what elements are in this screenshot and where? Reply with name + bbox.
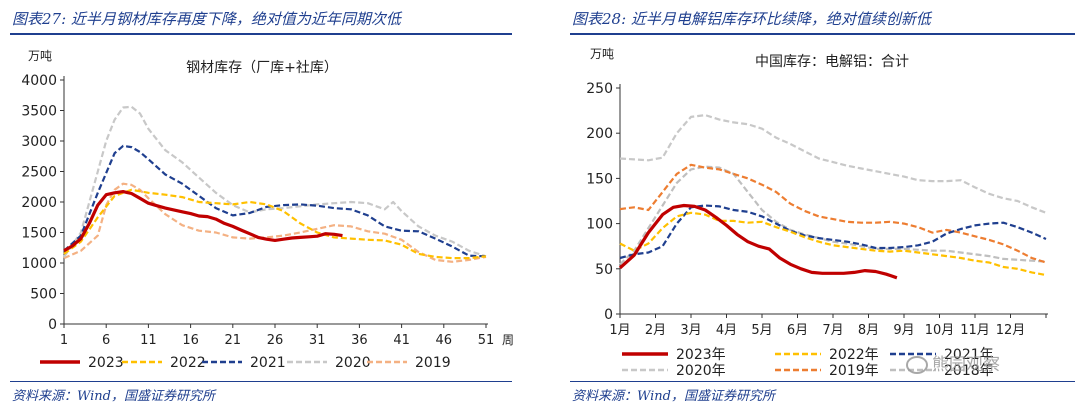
y-tick-label: 200 — [586, 126, 613, 142]
series-line-2022 — [63, 188, 487, 260]
series-line-2021 — [63, 144, 487, 258]
left-title-rule — [10, 33, 512, 35]
legend-label: 2019 — [415, 355, 451, 371]
y-tick-label: 3000 — [21, 134, 57, 150]
wechat-icon — [906, 356, 928, 374]
y-tick-label: 0 — [48, 317, 57, 333]
chart-title: 中国库存：电解铝：合计 — [755, 54, 909, 70]
x-tick-label: 16 — [182, 333, 199, 348]
legend-label: 2019年 — [829, 363, 879, 379]
right-source-rule — [570, 381, 1075, 382]
left-source: 资料来源：Wind，国盛证券研究所 — [12, 389, 215, 404]
x-tick-label: 51 — [478, 333, 495, 348]
legend-label: 2022 — [170, 355, 206, 371]
left-figure: 图表27: 近半月钢材库存再度下降，绝对值为近年同期次低 钢材库存（厂库+社库）… — [0, 0, 520, 411]
y-tick-label: 0 — [604, 307, 613, 323]
legend-label: 2023 — [88, 355, 124, 371]
x-tick-label: 6 — [102, 333, 110, 348]
x-tick-label: 3月 — [680, 323, 701, 338]
y-axis-unit: 万吨 — [590, 47, 614, 61]
x-tick-label: 2月 — [645, 323, 666, 338]
x-tick-label: 1月 — [609, 323, 630, 338]
x-tick-label: 46 — [436, 333, 453, 348]
y-tick-label: 2500 — [21, 165, 57, 181]
legend-label: 2023年 — [676, 347, 726, 363]
x-tick-label: 11月 — [960, 323, 990, 338]
y-axis-unit: 万吨 — [28, 49, 52, 63]
x-tick-label: 6月 — [787, 323, 808, 338]
y-tick-label: 1000 — [21, 256, 57, 272]
series-line-2023年 — [618, 203, 898, 280]
legend-label: 2020 — [335, 355, 371, 371]
y-tick-label: 250 — [586, 81, 613, 97]
legend-label: 2022年 — [829, 347, 879, 363]
series-line-2021年 — [619, 204, 1047, 260]
right-figure: 图表28: 近半月电解铝库存环比续降，绝对值续创新低 中国库存：电解铝：合计 万吨… — [560, 0, 1080, 411]
x-tick-label: 5月 — [751, 323, 772, 338]
watermark-text: 熊园观察 — [932, 355, 1000, 375]
series-line-2020年 — [619, 114, 1047, 214]
x-tick-label: 11 — [140, 333, 157, 348]
x-tick-label: 7月 — [822, 323, 843, 338]
x-tick-label: 8月 — [858, 323, 879, 338]
legend-label: 2020年 — [676, 363, 726, 379]
series-line-2019年 — [619, 163, 1047, 264]
aluminum-inventory-chart: 中国库存：电解铝：合计 万吨 0 50 100 150 200 250 1月 2月 3月 4月 5月 6月… — [586, 47, 1048, 379]
x-tick-label: 31 — [309, 333, 326, 348]
watermark: 熊园观察 — [906, 350, 1000, 375]
series-line-2019 — [63, 182, 487, 263]
legend-label: 2021 — [250, 355, 286, 371]
x-tick-label: 1 — [60, 333, 68, 348]
x-tick-label: 41 — [393, 333, 410, 348]
y-tick-label: 500 — [30, 287, 57, 303]
right-title-rule — [570, 33, 1075, 35]
x-tick-label: 12月 — [996, 323, 1026, 338]
legend-label: 2021年 — [944, 347, 994, 363]
x-tick-label: 26 — [267, 333, 284, 348]
series-line-2023 — [63, 190, 343, 253]
series-line-2018年 — [619, 165, 1047, 266]
right-figure-title: 图表28: 近半月电解铝库存环比续降，绝对值续创新低 — [572, 10, 931, 28]
y-tick-label: 2000 — [21, 195, 57, 211]
series-line-2022年 — [619, 211, 1047, 277]
x-tick-label: 4月 — [716, 323, 737, 338]
y-tick-label: 1500 — [21, 226, 57, 242]
y-tick-label: 3500 — [21, 104, 57, 120]
steel-inventory-chart: 钢材库存（厂库+社库） 万吨周 0 500 1000 1500 2000 2500 3000 35… — [21, 49, 514, 371]
x-tick-label: 21 — [225, 333, 242, 348]
x-axis-unit: 周 — [502, 333, 514, 347]
x-tick-label: 10月 — [925, 323, 955, 338]
y-tick-label: 4000 — [21, 73, 57, 89]
y-tick-label: 50 — [595, 262, 613, 278]
x-tick-label: 36 — [351, 333, 368, 348]
legend-label: 2018年 — [944, 363, 994, 379]
y-tick-label: 150 — [586, 171, 613, 187]
x-tick-label: 9月 — [893, 323, 914, 338]
series-line-2020 — [63, 105, 487, 258]
chart-title: 钢材库存（厂库+社库） — [186, 60, 338, 76]
right-source: 资料来源：Wind，国盛证券研究所 — [572, 389, 775, 404]
y-tick-label: 100 — [586, 217, 613, 233]
left-source-rule — [10, 381, 512, 382]
left-figure-title: 图表27: 近半月钢材库存再度下降，绝对值为近年同期次低 — [12, 10, 401, 28]
